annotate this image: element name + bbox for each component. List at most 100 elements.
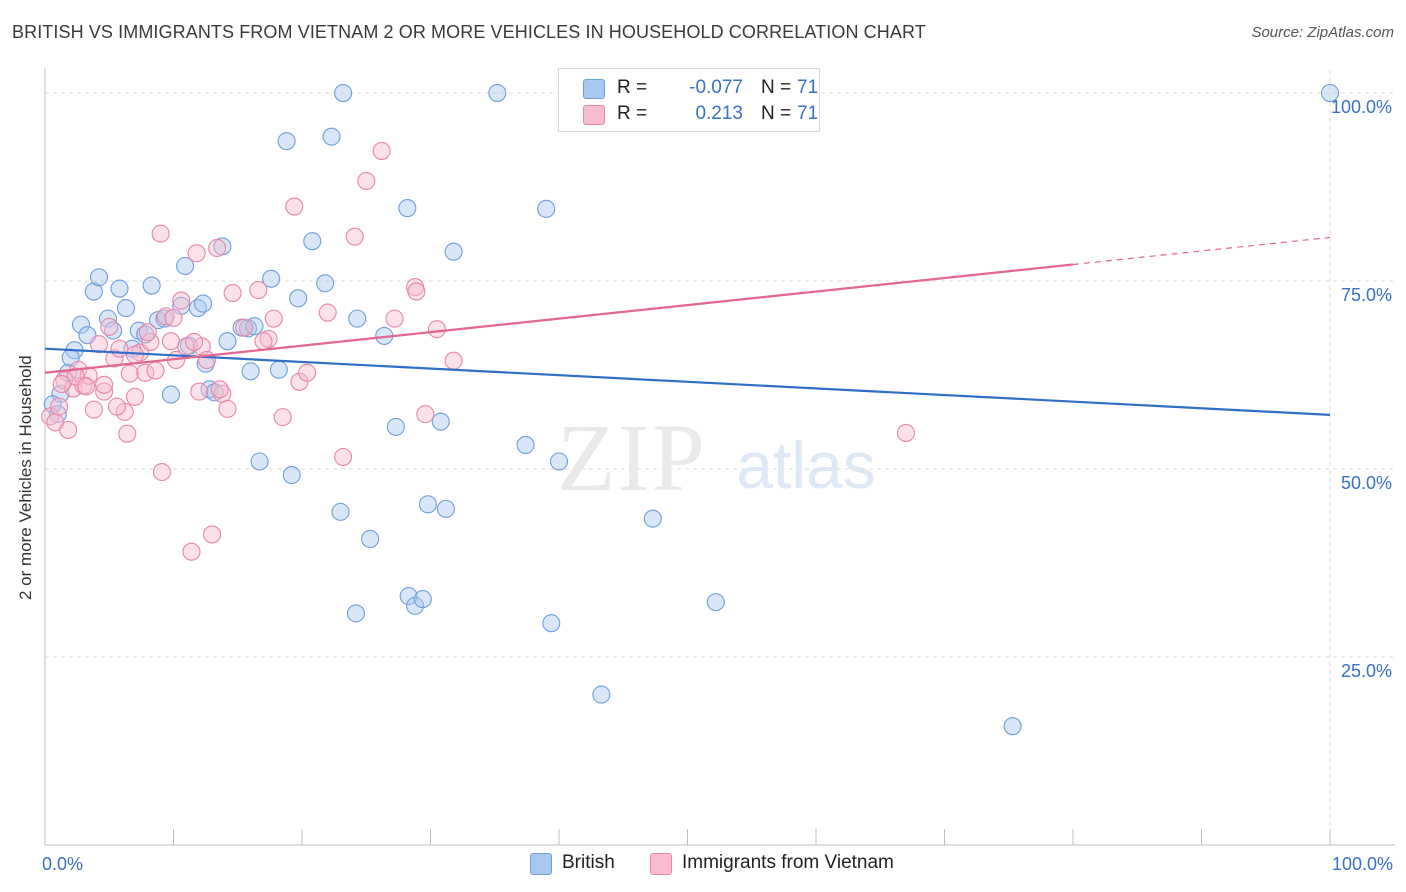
point-british xyxy=(277,132,296,151)
point-british xyxy=(282,465,301,485)
point-vietnam xyxy=(208,238,227,257)
point-british xyxy=(241,362,260,381)
point-british xyxy=(1003,717,1022,736)
source-credit: Source: ZipAtlas.com xyxy=(1251,24,1394,41)
point-vietnam xyxy=(151,224,170,243)
point-vietnam xyxy=(185,332,204,351)
legend-n-label: N = xyxy=(761,77,792,98)
point-british xyxy=(289,289,308,308)
point-vietnam xyxy=(138,323,157,342)
point-british xyxy=(436,499,455,518)
point-british xyxy=(361,529,380,549)
point-british xyxy=(516,435,535,455)
legend-r-value: 0.213 xyxy=(695,103,743,124)
point-british xyxy=(542,614,561,633)
point-vietnam xyxy=(50,397,69,416)
point-vietnam xyxy=(264,309,283,328)
axes xyxy=(44,68,1395,846)
point-british xyxy=(413,590,432,609)
point-vietnam xyxy=(152,462,171,482)
correlation-legend: R = -0.077 N = 71 R = 0.213 N = 71 xyxy=(558,68,820,132)
point-vietnam xyxy=(146,361,165,380)
point-vietnam xyxy=(84,400,103,419)
legend-n-value: 71 xyxy=(797,77,819,98)
x-tick-label: 100.0% xyxy=(1332,854,1393,874)
point-british xyxy=(322,127,341,146)
trend-lines xyxy=(44,236,1331,416)
bottom-legend-label-british: British xyxy=(562,852,615,873)
point-vietnam xyxy=(444,351,463,370)
point-vietnam xyxy=(249,281,268,300)
point-british xyxy=(592,685,611,704)
point-british xyxy=(176,256,195,276)
point-vietnam xyxy=(345,227,364,246)
point-vietnam xyxy=(416,405,435,424)
data-points xyxy=(41,83,1340,736)
point-vietnam xyxy=(41,407,60,426)
point-british xyxy=(303,232,322,251)
watermark-atlas: atlas xyxy=(736,428,875,502)
point-british xyxy=(218,332,237,351)
point-vietnam xyxy=(318,303,337,322)
point-british xyxy=(316,274,335,293)
point-british xyxy=(262,269,281,288)
bottom-legend-swatch-british xyxy=(530,853,552,875)
y-tick-label: 25.0% xyxy=(1341,661,1392,681)
point-british xyxy=(71,315,91,334)
point-british xyxy=(116,299,136,318)
point-british xyxy=(488,83,507,103)
legend-swatch-vietnam xyxy=(583,105,605,125)
point-british xyxy=(706,593,725,612)
y-tick-label: 50.0% xyxy=(1341,473,1392,493)
point-british xyxy=(194,294,213,313)
y-axis-label: 2 or more Vehicles in Household xyxy=(16,355,35,600)
point-vietnam xyxy=(118,424,137,443)
point-vietnam xyxy=(372,141,391,160)
point-vietnam xyxy=(187,244,206,263)
point-vietnam xyxy=(100,317,119,336)
watermark: ZIP atlas xyxy=(557,404,876,511)
point-vietnam xyxy=(156,307,175,326)
point-british xyxy=(418,495,437,514)
point-british xyxy=(250,452,269,471)
point-british xyxy=(643,509,662,528)
point-vietnam xyxy=(427,320,446,339)
point-vietnam xyxy=(52,374,71,394)
point-vietnam xyxy=(334,447,353,467)
trend-line-british xyxy=(44,347,1331,416)
point-vietnam xyxy=(164,308,183,327)
point-vietnam xyxy=(182,542,201,561)
point-vietnam xyxy=(290,372,309,391)
point-british xyxy=(334,83,353,103)
point-british xyxy=(269,360,288,379)
point-vietnam xyxy=(285,197,304,216)
point-vietnam xyxy=(298,363,317,382)
point-vietnam xyxy=(190,382,209,401)
watermark-zip: ZIP xyxy=(557,404,707,511)
point-vietnam xyxy=(235,318,254,337)
point-vietnam xyxy=(120,364,139,383)
trend-line-vietnam xyxy=(44,263,1074,374)
legend-n-value: 71 xyxy=(797,103,819,124)
point-vietnam xyxy=(210,380,229,399)
point-vietnam xyxy=(218,399,237,418)
point-british xyxy=(331,502,350,521)
tick-labels: 25.0% 50.0% 75.0% 100.0% 0.0% 100.0% xyxy=(42,97,1393,874)
point-vietnam xyxy=(254,332,273,351)
bottom-legend-swatch-vietnam xyxy=(650,853,672,875)
point-vietnam xyxy=(95,375,114,394)
chart-title: BRITISH VS IMMIGRANTS FROM VIETNAM 2 OR … xyxy=(12,22,926,42)
point-british xyxy=(205,383,224,402)
point-british xyxy=(386,417,405,436)
point-vietnam xyxy=(110,339,129,358)
point-vietnam xyxy=(273,408,292,427)
y-tick-label: 100.0% xyxy=(1331,97,1392,117)
point-british xyxy=(84,282,103,301)
y-tick-label: 75.0% xyxy=(1341,285,1392,305)
point-vietnam xyxy=(77,377,96,396)
legend-n-label: N = xyxy=(761,103,792,124)
point-vietnam xyxy=(105,349,124,368)
point-british xyxy=(1320,83,1340,103)
legend-r-value: -0.077 xyxy=(689,77,743,98)
